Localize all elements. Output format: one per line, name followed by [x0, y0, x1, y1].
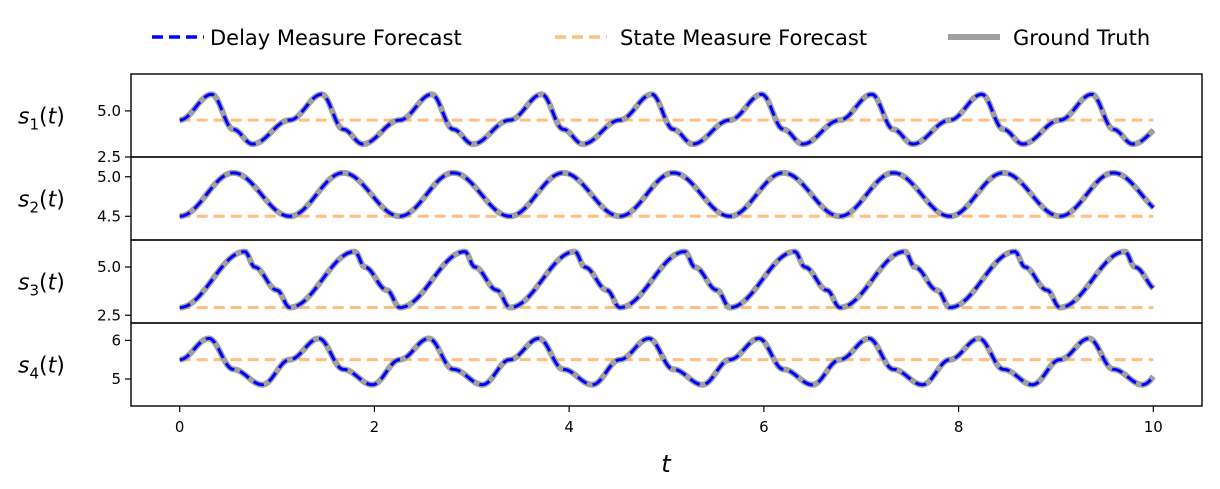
y-axis-label-4: s4(t) [18, 354, 65, 383]
x-tick-label-6: 10 [1144, 418, 1163, 436]
y-axis-label-1: s1(t) [18, 105, 65, 134]
panel-frame-4 [130, 322, 1203, 407]
delay-forecast-line-4 [179, 336, 1155, 387]
x-tick-label-2: 2 [370, 418, 380, 436]
y-tick-label-4-1: 5 [111, 370, 121, 388]
y-tick-label-1-2: 5.0 [97, 102, 121, 120]
delay-forecast-line-1 [179, 92, 1155, 146]
y-tick-label-3-2: 5.0 [97, 258, 121, 276]
legend-label-3: Ground Truth [1013, 26, 1150, 50]
legend: Delay Measure Forecast State Measure Fore… [152, 26, 1150, 50]
delay-forecast-line-2 [179, 171, 1155, 218]
y-axis-label-3: s3(t) [18, 271, 65, 300]
legend-label-1: Delay Measure Forecast [210, 26, 462, 50]
y-axis-label-2: s2(t) [18, 188, 65, 217]
x-tick-label-1: 0 [175, 418, 185, 436]
x-axis-label: t [661, 450, 672, 478]
y-tick-label-3-1: 2.5 [97, 306, 121, 324]
y-tick-label-4-2: 6 [111, 331, 121, 349]
panel-3: 2.5 5.0 s3(t) [18, 239, 1203, 324]
delay-forecast-line-3 [179, 250, 1155, 310]
panels: 2.5 5.0 s1(t) 4.5 5.0 s2(t) 2.5 5.0 s3(t) 5 6 s4(t) [18, 73, 1203, 407]
legend-label-2: State Measure Forecast [620, 26, 867, 50]
y-tick-label-2-1: 4.5 [97, 207, 121, 225]
y-tick-label-2-2: 5.0 [97, 168, 121, 186]
x-tick-label-3: 4 [564, 418, 574, 436]
y-tick-label-1-1: 2.5 [97, 148, 121, 166]
x-axis: 0 2 4 6 8 10 [175, 406, 1163, 436]
panel-4: 5 6 s4(t) [18, 322, 1203, 407]
x-tick-label-4: 6 [759, 418, 769, 436]
panel-1: 2.5 5.0 s1(t) [18, 73, 1203, 166]
panel-2: 4.5 5.0 s2(t) [18, 156, 1203, 241]
panel-frame-2 [130, 156, 1203, 241]
x-tick-label-5: 8 [954, 418, 964, 436]
ground-truth-line-2 [178, 169, 1156, 220]
